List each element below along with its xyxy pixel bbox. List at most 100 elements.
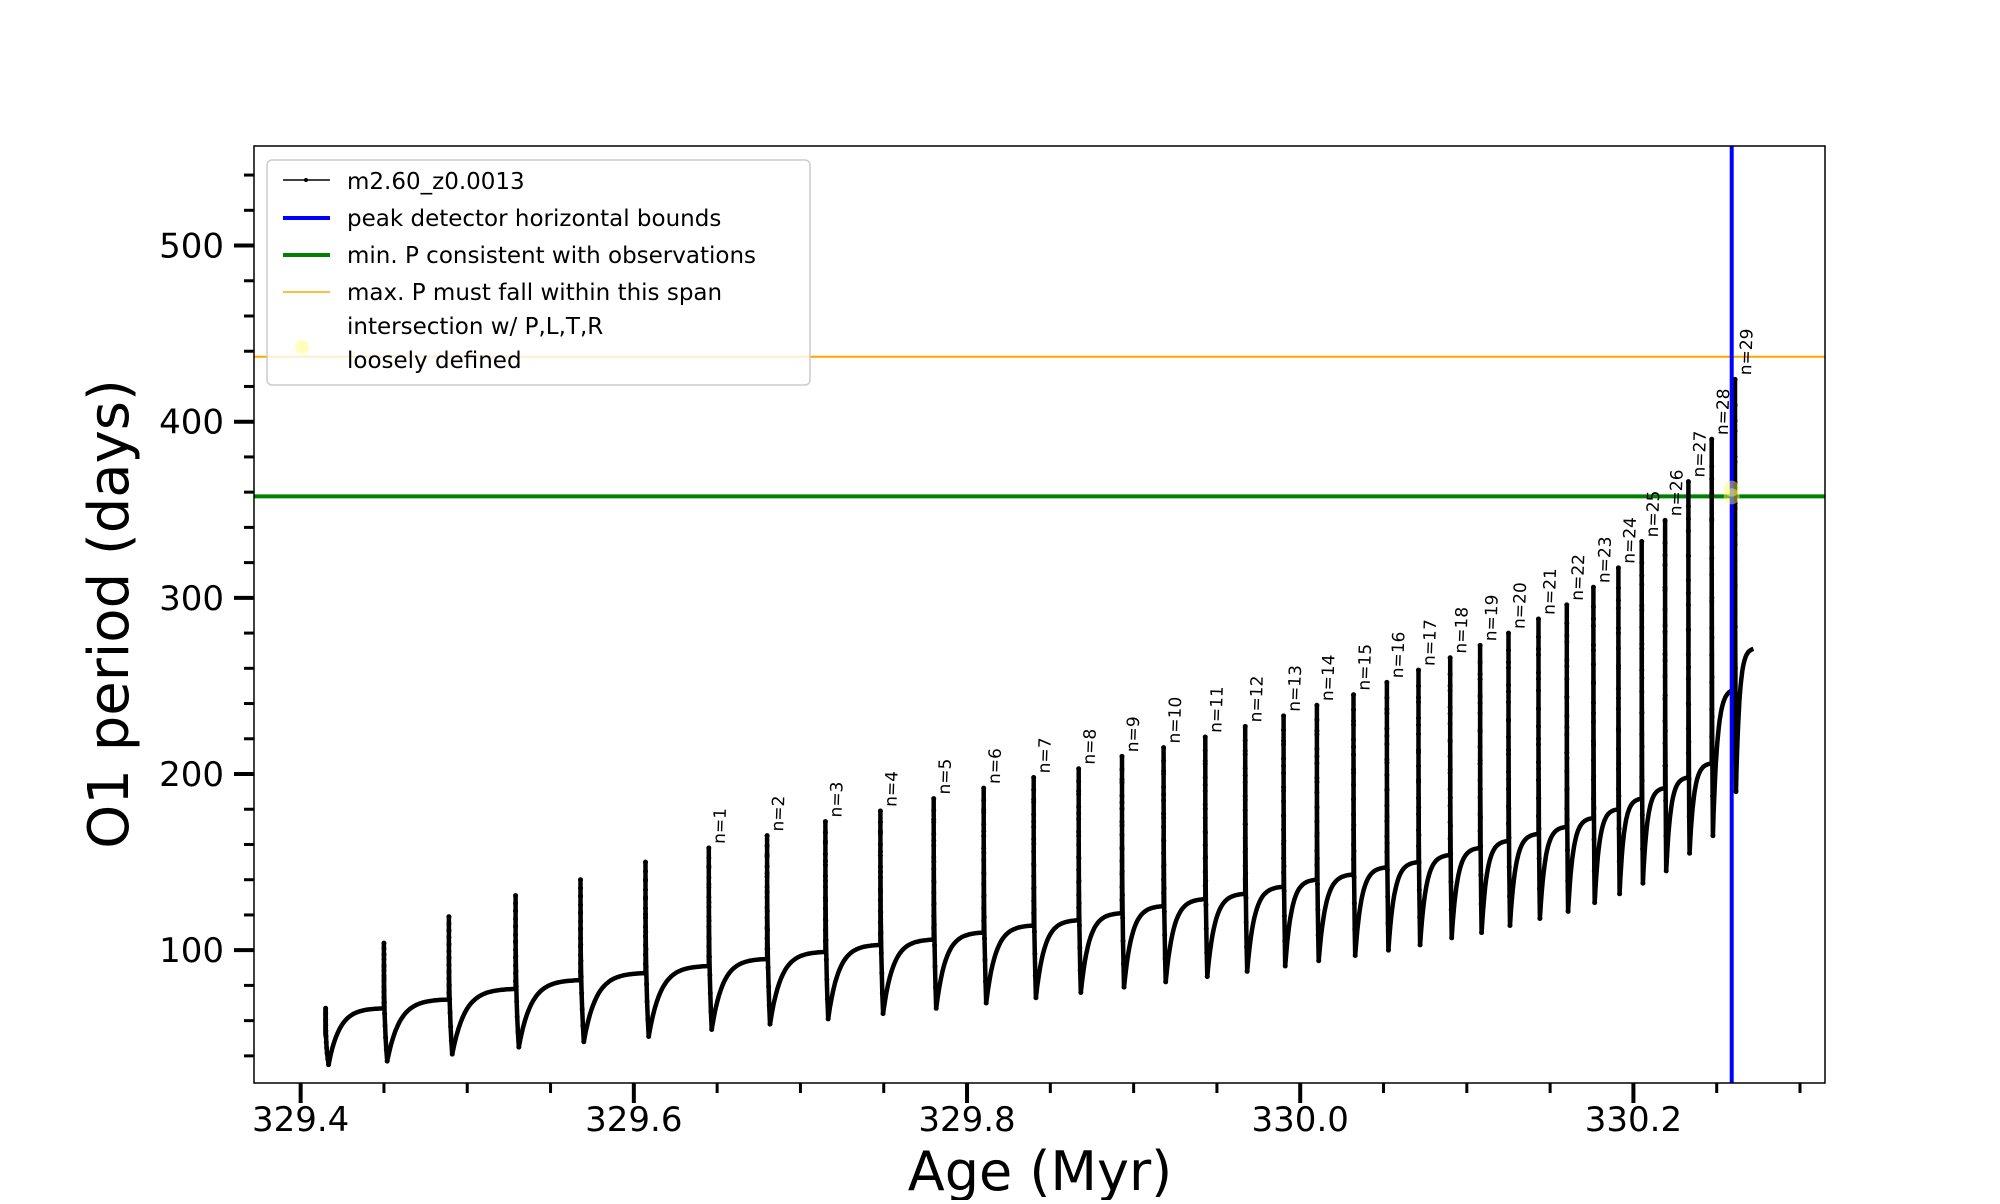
- model-data-point: [515, 1029, 521, 1035]
- model-data-point: [1709, 555, 1715, 561]
- model-data-point: [764, 843, 770, 849]
- model-data-point: [931, 843, 937, 849]
- model-data-point: [1639, 744, 1645, 750]
- model-data-point: [1535, 831, 1541, 837]
- model-data-point: [1119, 806, 1125, 812]
- model-data-point: [1076, 778, 1082, 784]
- model-data-point: [1447, 753, 1453, 759]
- model-data-point: [1507, 893, 1513, 899]
- model-data-point: [381, 1005, 387, 1011]
- model-data-point: [706, 894, 712, 900]
- pulse-label: n=22: [1568, 554, 1590, 601]
- model-data-point: [1447, 803, 1453, 809]
- model-data-point: [1204, 974, 1210, 980]
- model-data-point: [1590, 757, 1596, 763]
- pulse-label: n=28: [1713, 388, 1735, 435]
- model-data-point: [1709, 753, 1715, 759]
- model-data-point: [1076, 804, 1082, 810]
- model-data-point: [1685, 750, 1691, 756]
- model-data-point: [1662, 728, 1668, 734]
- model-data-point: [1385, 894, 1391, 900]
- model-data-point: [877, 853, 883, 859]
- model-data-point: [1590, 738, 1596, 744]
- model-data-point: [1384, 818, 1390, 824]
- model-data-point: [1031, 873, 1037, 879]
- model-data-point: [1384, 840, 1390, 846]
- model-data-point: [1685, 651, 1691, 657]
- model-data-point: [1479, 930, 1485, 936]
- model-data-point: [1709, 714, 1715, 720]
- model-data-point: [877, 849, 883, 855]
- model-data-point: [1316, 958, 1322, 964]
- model-data-point: [1351, 827, 1357, 833]
- model-data-point: [1161, 768, 1167, 774]
- model-data-point: [1709, 490, 1715, 496]
- model-data-point: [1709, 760, 1715, 766]
- y-tick-label: 100: [159, 931, 224, 971]
- model-data-point: [1119, 846, 1125, 852]
- model-data-point: [1732, 402, 1738, 408]
- model-data-point: [1536, 736, 1542, 742]
- model-data-point: [578, 877, 584, 883]
- model-data-point: [1505, 659, 1511, 665]
- model-data-point: [1732, 557, 1738, 563]
- model-data-point: [1478, 901, 1484, 907]
- model-data-point: [1590, 584, 1596, 590]
- y-axis-label: O1 period (days): [77, 379, 142, 849]
- model-data-point: [1590, 604, 1596, 610]
- model-data-point: [933, 984, 939, 990]
- model-data-point: [1384, 710, 1390, 716]
- model-data-point: [1477, 828, 1483, 834]
- model-data-point: [706, 918, 712, 924]
- model-data-point: [1315, 881, 1321, 887]
- model-data-point: [1535, 688, 1541, 694]
- model-data-point: [1161, 824, 1167, 830]
- model-data-point: [1161, 909, 1167, 915]
- model-data-point: [1242, 821, 1248, 827]
- model-data-point: [1662, 540, 1668, 546]
- model-data-point: [1416, 887, 1422, 893]
- model-data-point: [1732, 376, 1738, 382]
- model-data-point: [1564, 755, 1570, 761]
- model-data-point: [1314, 717, 1320, 723]
- model-data-point: [1031, 787, 1037, 793]
- model-data-point: [1203, 902, 1209, 908]
- model-data-point: [1536, 766, 1542, 772]
- model-data-point: [1639, 675, 1645, 681]
- model-data-point: [1314, 819, 1320, 825]
- model-data-point: [1616, 760, 1622, 766]
- model-data-point: [446, 921, 452, 927]
- model-data-point: [1685, 503, 1691, 509]
- model-data-point: [1416, 832, 1422, 838]
- model-data-point: [1506, 718, 1512, 724]
- model-data-point: [1119, 753, 1125, 759]
- model-data-point: [706, 936, 712, 942]
- model-data-point: [578, 974, 584, 980]
- model-data-point: [766, 1002, 772, 1008]
- model-data-point: [1505, 630, 1511, 636]
- model-data-point: [643, 964, 649, 970]
- model-data-point: [877, 920, 883, 926]
- model-data-point: [1564, 824, 1570, 830]
- model-data-point: [1416, 811, 1422, 817]
- model-data-point: [1564, 816, 1570, 822]
- model-data-point: [1242, 765, 1248, 771]
- model-data-point: [1507, 923, 1513, 929]
- model-data-point: [381, 994, 387, 1000]
- model-data-point: [933, 1005, 939, 1011]
- model-data-point: [1119, 793, 1125, 799]
- model-data-point: [1615, 806, 1621, 812]
- model-data-point: [1282, 938, 1288, 944]
- model-data-point: [1639, 573, 1645, 579]
- model-data-point: [764, 884, 770, 890]
- model-data-point: [1732, 500, 1738, 506]
- model-data-point: [1564, 663, 1570, 669]
- model-data-point: [447, 996, 453, 1002]
- model-data-point: [1416, 843, 1422, 849]
- model-data-point: [877, 808, 883, 814]
- model-data-point: [513, 893, 519, 899]
- model-data-point: [578, 969, 584, 975]
- model-data-point: [1732, 506, 1738, 512]
- model-data-point: [513, 900, 519, 906]
- model-data-point: [1204, 950, 1210, 956]
